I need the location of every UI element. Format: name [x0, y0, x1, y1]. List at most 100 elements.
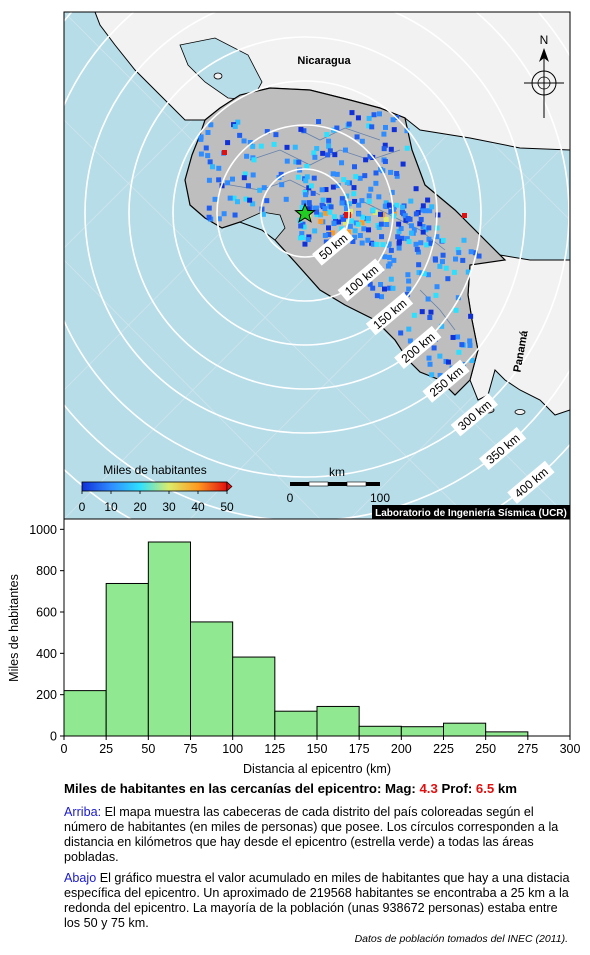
district-point [427, 361, 433, 367]
district-point [326, 225, 332, 231]
district-point [312, 205, 318, 211]
district-point [418, 240, 424, 246]
district-point [344, 212, 351, 218]
district-point [387, 285, 393, 291]
district-point [359, 220, 365, 226]
district-point [426, 355, 432, 361]
district-point [343, 206, 349, 212]
depth-value: 6.5 [475, 781, 495, 796]
x-tick-label: 100 [222, 742, 243, 756]
district-point [339, 200, 345, 206]
district-point [417, 221, 423, 227]
district-point [390, 117, 396, 123]
district-point [379, 234, 385, 240]
district-point [472, 250, 478, 256]
district-point [260, 211, 266, 217]
district-point [320, 197, 326, 203]
district-point [250, 143, 256, 149]
district-point [340, 216, 346, 222]
district-point [468, 249, 474, 255]
district-point [225, 180, 231, 186]
district-point [386, 202, 392, 208]
district-point [439, 259, 445, 265]
district-point [243, 196, 249, 202]
district-point [312, 228, 318, 234]
district-point [366, 227, 372, 233]
district-point [363, 157, 369, 163]
district-point [420, 224, 426, 230]
district-point [376, 194, 382, 200]
district-point [232, 123, 238, 129]
district-point [301, 128, 307, 134]
district-point [453, 307, 459, 313]
histogram-bar [232, 656, 276, 737]
district-point [222, 150, 227, 155]
district-point [247, 197, 253, 203]
district-point [468, 313, 474, 319]
district-point [416, 249, 422, 255]
district-point [411, 227, 417, 233]
epicenter-star [294, 202, 316, 223]
district-point [439, 323, 445, 329]
district-point [391, 210, 397, 216]
x-tick-label: 0 [61, 742, 68, 756]
district-point [206, 205, 212, 211]
district-point [296, 159, 302, 165]
district-point [418, 216, 424, 222]
district-point [420, 203, 426, 209]
district-point [388, 146, 394, 152]
histogram-chart: 0 25 50 75 100 125 150 175 200 225 250 275 300 0 200 4… [7, 518, 580, 776]
district-point [334, 125, 340, 131]
colorbar-tick: 50 [220, 500, 234, 514]
district-point [357, 233, 363, 239]
x-tick-label: 25 [99, 742, 113, 756]
x-tick-label: 175 [349, 742, 370, 756]
district-point [396, 221, 402, 227]
district-point [241, 175, 247, 181]
district-point [206, 214, 212, 220]
district-point [258, 143, 264, 149]
district-point [231, 195, 237, 201]
district-point [406, 278, 412, 284]
district-point [278, 171, 284, 177]
district-point [339, 226, 345, 232]
district-point [341, 177, 347, 183]
district-point [295, 174, 301, 180]
district-point [428, 240, 434, 246]
district-point [362, 173, 368, 179]
district-point [394, 173, 400, 179]
district-point [346, 201, 352, 207]
y-tick-label: 200 [36, 688, 57, 702]
island [213, 72, 223, 80]
district-point [279, 182, 285, 188]
district-point [323, 210, 329, 216]
scale-title: km [329, 465, 345, 479]
distance-ring [128, 36, 482, 390]
district-point [209, 164, 215, 170]
colorbar-ramp [81, 481, 228, 492]
district-point [383, 200, 389, 206]
label-nicaragua: Nicaragua [297, 55, 351, 67]
district-point [334, 171, 340, 177]
district-point [366, 123, 372, 129]
scale-tick-100: 100 [370, 491, 390, 505]
district-point [351, 185, 357, 191]
district-point [396, 239, 402, 245]
district-point [322, 206, 328, 212]
district-point [356, 202, 362, 208]
district-point [423, 227, 429, 233]
district-point [326, 232, 332, 238]
district-point [465, 269, 471, 275]
district-point [413, 211, 419, 217]
district-point [300, 235, 306, 241]
distance-ring [216, 124, 394, 302]
district-point [426, 225, 432, 231]
district-point [251, 157, 257, 163]
district-point [261, 185, 267, 191]
district-point [232, 212, 238, 218]
x-tick-label: 50 [141, 742, 155, 756]
district-point [369, 124, 375, 130]
district-point [329, 230, 335, 236]
district-point [434, 225, 440, 231]
